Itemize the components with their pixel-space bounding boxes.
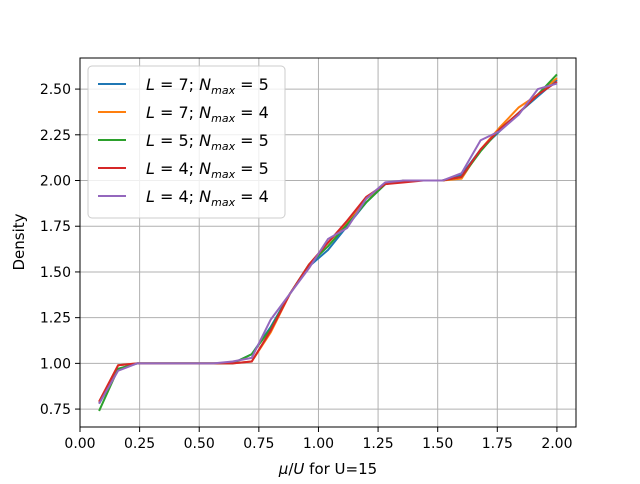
x-tick-label: 1.50 <box>422 436 453 452</box>
series-line-5 <box>98 82 558 405</box>
y-tick-label: 0.75 <box>40 402 71 418</box>
y-tick-label: 2.00 <box>40 174 71 190</box>
series-lines <box>98 73 558 412</box>
legend-label-2: L = 7; Nmax = 4 <box>146 103 269 125</box>
x-tick-label: 0.50 <box>184 436 215 452</box>
x-tick-label: 1.25 <box>362 436 393 452</box>
x-axis-label-rest: for U=15 <box>304 460 377 478</box>
y-tick-label: 1.25 <box>40 311 71 327</box>
legend: L = 7; Nmax = 5 L = 7; Nmax = 4 L = 5; Nma… <box>87 65 286 219</box>
axis-ticks: 0.00 0.25 0.50 0.75 1.00 1.25 1.50 1.75 2.00 0.75… <box>40 82 573 452</box>
legend-label-3: L = 5; Nmax = 5 <box>146 131 269 153</box>
y-tick-label: 2.50 <box>40 82 71 98</box>
x-tick-label: 2.00 <box>541 436 572 452</box>
y-tick-label: 2.25 <box>40 128 71 144</box>
x-tick-label: 1.00 <box>303 436 334 452</box>
x-axis-label-u: U <box>293 460 304 478</box>
x-tick-label: 0.25 <box>124 436 155 452</box>
y-tick-label: 1.00 <box>40 356 71 372</box>
y-axis-label: Density <box>10 213 28 270</box>
x-axis-label: μ/U for U=15 <box>278 460 377 478</box>
y-tick-label: 1.75 <box>40 219 71 235</box>
x-axis-label-mu: μ <box>278 460 289 478</box>
x-tick-label: 1.75 <box>482 436 513 452</box>
x-axis-label-slash: / <box>288 460 294 478</box>
legend-label-1: L = 7; Nmax = 5 <box>146 75 269 97</box>
plot-frame <box>79 57 577 428</box>
y-tick-label: 1.50 <box>40 265 71 281</box>
legend-label-5: L = 4; Nmax = 4 <box>146 187 269 209</box>
x-tick-label: 0.00 <box>64 436 95 452</box>
x-tick-label: 0.75 <box>243 436 274 452</box>
legend-box <box>87 65 286 219</box>
legend-label-4: L = 4; Nmax = 5 <box>146 159 269 181</box>
